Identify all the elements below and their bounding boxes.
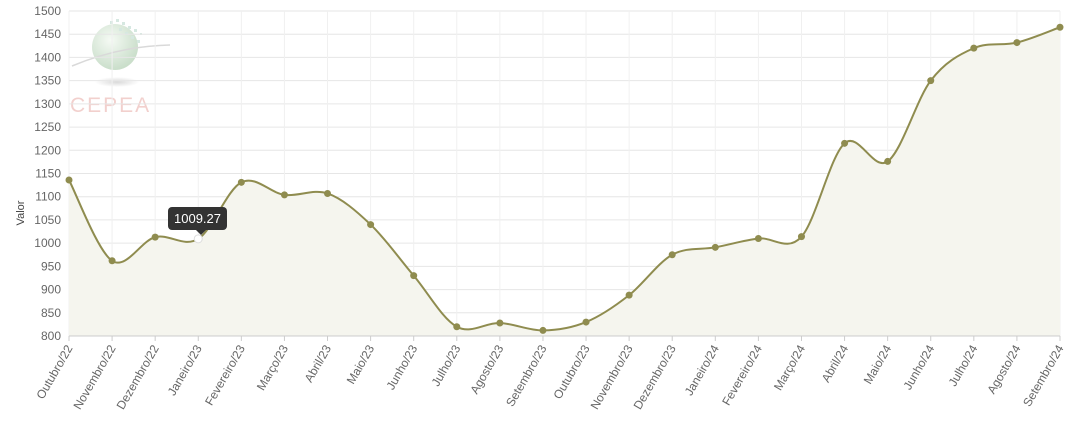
x-tick-label: Agosto/24 (984, 342, 1023, 396)
x-tick-label: Setembro/24 (1020, 342, 1066, 409)
y-tick-label: 1050 (34, 213, 61, 227)
data-point (625, 291, 633, 299)
x-tick-label: Maio/23 (344, 342, 378, 386)
x-tick-label: Julho/24 (946, 342, 981, 389)
y-axis-title: Valor (15, 200, 27, 225)
data-point-highlighted (193, 234, 203, 244)
data-point (410, 272, 418, 280)
y-tick-label: 1400 (34, 50, 61, 64)
data-point (367, 221, 375, 229)
x-tick-label: Novembro/22 (71, 342, 119, 412)
x-tick-label: Dezembro/22 (114, 342, 162, 412)
y-tick-label: 1450 (34, 27, 61, 41)
data-points (65, 23, 1064, 334)
data-point (797, 233, 805, 241)
y-tick-label: 1300 (34, 97, 61, 111)
x-tick-label: Janeiro/23 (165, 342, 205, 398)
data-point (582, 318, 590, 326)
logo-shadow (95, 77, 139, 87)
data-point (841, 139, 849, 147)
x-tick-label: Junho/23 (383, 342, 420, 392)
y-tick-label: 800 (41, 329, 61, 343)
y-tick-label: 1000 (34, 236, 61, 250)
x-tick-label: Maio/24 (861, 342, 895, 386)
data-point (668, 251, 676, 259)
x-tick-label: Fevereiro/23 (202, 342, 248, 408)
x-tick-label: Fevereiro/24 (719, 342, 765, 408)
data-point (539, 326, 547, 334)
data-point (280, 191, 288, 199)
x-tick-label: Julho/23 (429, 342, 464, 389)
series-valor (68, 26, 1061, 336)
data-point (324, 189, 332, 197)
series-line (68, 26, 1061, 332)
x-tick-label: Junho/24 (901, 342, 938, 392)
data-point (711, 243, 719, 251)
x-tick-label: Dezembro/23 (631, 342, 679, 412)
data-point (970, 44, 978, 52)
data-point (496, 319, 504, 327)
data-point (754, 235, 762, 242)
logo-pixels (110, 19, 142, 43)
y-tick-label: 1100 (35, 190, 61, 204)
data-point (1013, 39, 1021, 47)
x-tick-label: Outubro/22 (33, 342, 75, 401)
logo-orbit (71, 44, 171, 67)
x-tick-label: Janeiro/24 (682, 342, 722, 398)
x-tick-label: Setembro/23 (503, 342, 550, 409)
x-tick-label: Abril/24 (819, 342, 852, 385)
logo-globe (92, 24, 138, 70)
cepea-logo: CEPEA (70, 19, 171, 117)
x-tick-label: Março/23 (254, 342, 291, 393)
data-point (108, 257, 116, 265)
data-point (65, 176, 73, 184)
y-tick-label: 900 (41, 283, 61, 297)
area-fill (69, 27, 1060, 336)
data-point (927, 77, 935, 85)
data-point (1056, 23, 1064, 31)
y-axis: 800 850 900 950 1000 1050 1100 1150 1200 1250 1300… (34, 4, 61, 343)
x-tick-label: Agosto/23 (467, 342, 506, 396)
y-tick-label: 950 (41, 259, 61, 273)
y-tick-label: 1350 (34, 74, 61, 88)
data-point (151, 233, 159, 241)
data-point (237, 178, 245, 186)
logo-wordmark: CEPEA (70, 94, 151, 117)
data-point (884, 157, 892, 165)
y-tick-label: 1200 (34, 143, 61, 157)
x-tick-label: Outubro/23 (550, 342, 592, 401)
data-point (453, 323, 461, 331)
y-tick-label: 1150 (35, 167, 61, 181)
x-tick-label: Abril/23 (302, 342, 335, 385)
x-tick-label: Março/24 (771, 342, 808, 393)
y-tick-label: 850 (41, 306, 61, 320)
x-tick-label: Novembro/23 (588, 342, 636, 412)
data-tooltip: 1009.27 (168, 207, 227, 235)
y-tick-label: 1500 (34, 4, 61, 18)
y-tick-label: 1250 (34, 120, 61, 134)
